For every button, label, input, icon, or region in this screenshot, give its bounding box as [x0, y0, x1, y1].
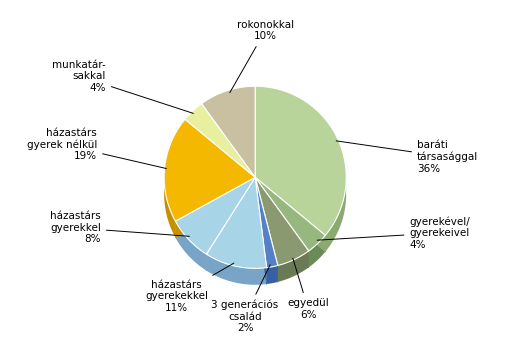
Text: 3 generációs
család
2%: 3 generációs család 2% [211, 265, 279, 333]
Polygon shape [202, 86, 255, 177]
Polygon shape [175, 177, 255, 238]
Polygon shape [255, 177, 309, 268]
Polygon shape [207, 254, 267, 285]
Text: házastárs
gyerekkel
8%: házastárs gyerekkel 8% [50, 211, 189, 245]
Polygon shape [255, 177, 267, 284]
Polygon shape [255, 177, 278, 282]
Polygon shape [185, 104, 255, 177]
Polygon shape [255, 177, 325, 251]
Polygon shape [255, 177, 278, 282]
Text: házastárs
gyerekekkel
11%: házastárs gyerekekkel 11% [145, 263, 234, 313]
Polygon shape [255, 177, 309, 265]
Polygon shape [255, 177, 278, 268]
Polygon shape [175, 177, 255, 254]
Polygon shape [267, 265, 278, 284]
Polygon shape [309, 235, 325, 268]
Polygon shape [164, 179, 175, 238]
Polygon shape [278, 251, 309, 282]
Polygon shape [255, 177, 325, 252]
Polygon shape [175, 221, 207, 271]
Text: házastárs
gyerek nélkül
19%: házastárs gyerek nélkül 19% [27, 127, 166, 169]
Polygon shape [255, 177, 325, 252]
Polygon shape [175, 177, 255, 238]
Polygon shape [255, 86, 346, 235]
Text: baráti
társasággal
36%: baráti társasággal 36% [336, 140, 479, 174]
Text: munkatár-
sakkal
4%: munkatár- sakkal 4% [52, 60, 194, 113]
Polygon shape [255, 177, 309, 268]
Text: gyerekével/
gyerekeivel
4%: gyerekével/ gyerekeivel 4% [317, 216, 470, 250]
Polygon shape [164, 119, 255, 221]
Polygon shape [207, 177, 255, 271]
Polygon shape [325, 181, 346, 252]
Text: rokonokkal
10%: rokonokkal 10% [230, 20, 294, 93]
Text: egyedül
6%: egyedül 6% [288, 258, 329, 320]
Polygon shape [255, 177, 267, 284]
Polygon shape [207, 177, 267, 268]
Polygon shape [207, 177, 255, 271]
